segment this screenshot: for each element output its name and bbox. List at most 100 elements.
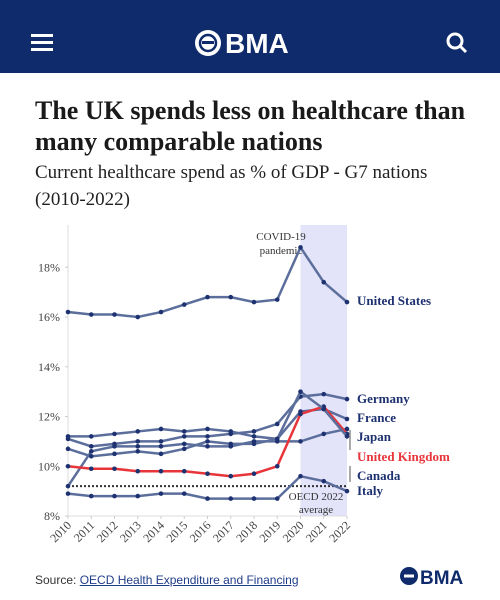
data-point (251, 441, 257, 447)
highlight-label: pandemic (260, 245, 303, 257)
data-point (344, 488, 350, 494)
data-point (88, 493, 94, 499)
x-tick-label: 2011 (71, 518, 98, 545)
data-point (88, 449, 94, 454)
data-point (158, 309, 164, 315)
y-tick-label: 14% (38, 360, 60, 374)
x-tick-label: 2015 (164, 518, 191, 545)
data-point (158, 426, 164, 432)
menu-button[interactable] (31, 34, 53, 51)
data-point (298, 411, 303, 417)
data-point (298, 245, 303, 250)
data-point (321, 431, 327, 437)
data-point (181, 491, 187, 496)
data-point (112, 451, 117, 457)
data-point (228, 441, 234, 447)
data-point (158, 439, 164, 444)
data-point (321, 478, 327, 484)
y-tick-label: 18% (38, 260, 60, 274)
search-button[interactable] (446, 32, 468, 54)
y-tick-label: 16% (38, 310, 60, 324)
data-point (251, 434, 257, 439)
data-point (88, 434, 94, 439)
chart-subtitle: Current healthcare spend as % of GDP - G… (35, 162, 428, 210)
reference-label: average (299, 504, 333, 516)
data-point (205, 444, 210, 449)
data-point (344, 416, 350, 422)
data-point (65, 309, 71, 315)
data-point (228, 496, 234, 501)
data-point (181, 441, 187, 447)
data-point (251, 429, 257, 434)
data-point (135, 314, 141, 320)
x-tick-label: 2016 (187, 518, 214, 545)
data-point (344, 396, 350, 402)
data-point (65, 434, 71, 439)
data-point (158, 451, 164, 457)
series-label: United Kingdom (357, 449, 450, 464)
x-tick-label: 2017 (210, 518, 237, 545)
series-label: Italy (357, 483, 384, 498)
data-point (88, 444, 94, 449)
x-tick-label: 2014 (140, 518, 167, 545)
x-tick-label: 2018 (233, 518, 260, 545)
data-point (344, 426, 350, 432)
data-point (88, 466, 94, 472)
x-tick-label: 2013 (117, 518, 144, 545)
source-link[interactable]: OECD Health Expenditure and Financing (79, 573, 299, 587)
y-tick-label: 12% (38, 410, 60, 424)
logo[interactable]: BMA (195, 28, 289, 59)
data-point (251, 299, 257, 305)
data-point (65, 483, 71, 489)
data-point (112, 431, 117, 437)
data-point (135, 468, 141, 474)
data-point (274, 436, 280, 442)
highlight-label: COVID-19 (256, 231, 306, 243)
data-point (158, 444, 164, 449)
data-point (112, 493, 117, 499)
data-point (158, 468, 164, 474)
data-point (112, 312, 117, 317)
series-label: United States (357, 293, 431, 308)
data-point (274, 496, 280, 501)
footer-logo: BMA (400, 567, 464, 589)
data-point (135, 493, 141, 499)
series-label: Germany (357, 391, 410, 406)
data-point (344, 299, 350, 305)
data-point (112, 466, 117, 472)
data-point (321, 279, 327, 285)
data-point (205, 439, 210, 444)
series-label: Japan (357, 429, 392, 444)
data-point (181, 468, 187, 474)
data-point (181, 434, 187, 439)
data-point (135, 439, 141, 444)
reference-label: OECD 2022 (289, 491, 344, 503)
chart-title: The UK spends less on healthcare than ma… (35, 96, 466, 156)
data-point (135, 429, 141, 434)
series-label: Canada (357, 468, 401, 483)
data-point (298, 439, 303, 444)
data-point (181, 446, 187, 452)
data-point (88, 454, 94, 459)
data-point (274, 463, 280, 469)
x-tick-label: 2012 (94, 518, 121, 545)
data-point (135, 444, 141, 449)
data-point (344, 434, 350, 439)
data-point (274, 421, 280, 427)
x-tick-label: 2022 (326, 518, 353, 545)
data-point (228, 294, 234, 300)
data-point (205, 471, 210, 477)
logo-text: BMA (225, 28, 289, 59)
data-point (181, 302, 187, 307)
header-icons: BMA (31, 28, 468, 59)
data-point (112, 444, 117, 449)
footer-logo-text: BMA (420, 568, 464, 589)
data-point (228, 429, 234, 434)
data-point (251, 471, 257, 477)
data-point (298, 389, 303, 394)
data-point (321, 406, 327, 412)
data-point (298, 473, 303, 479)
data-point (135, 449, 141, 454)
